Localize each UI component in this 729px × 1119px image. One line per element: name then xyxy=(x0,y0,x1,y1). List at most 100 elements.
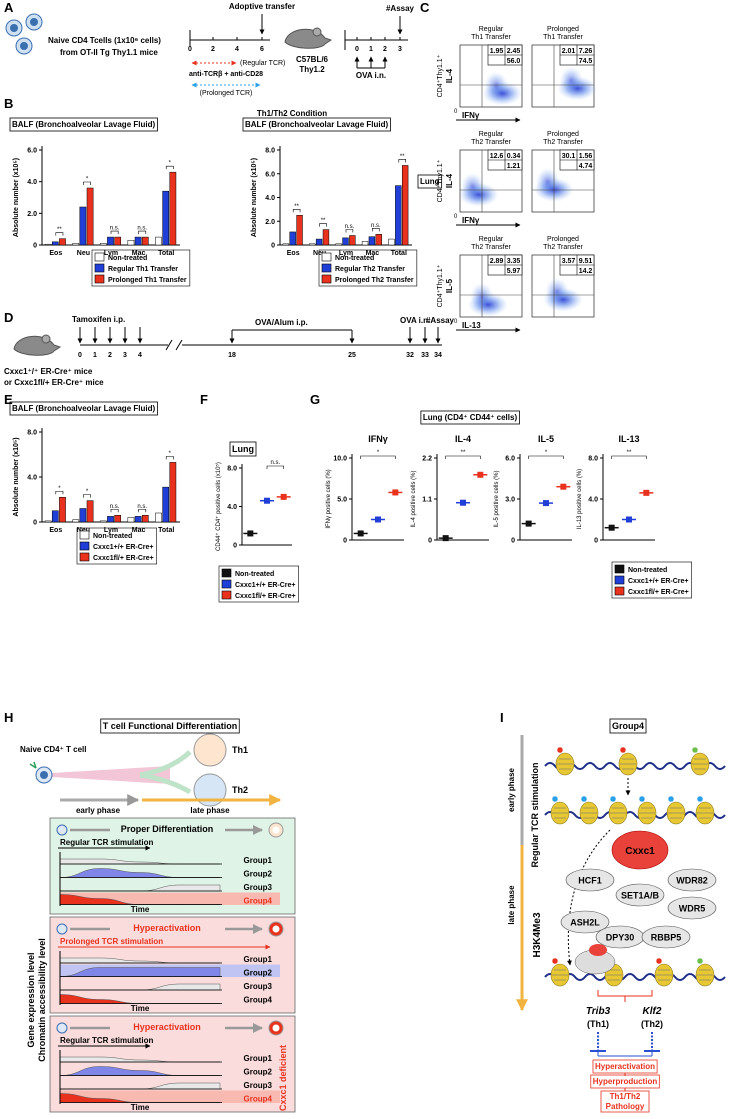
x-tick-label: Lym xyxy=(104,527,118,534)
day-label: 6 xyxy=(260,46,264,53)
y-tick-label: 10.0 xyxy=(333,456,347,463)
cell-cloud xyxy=(559,66,584,95)
legend-label: Non-treated xyxy=(628,567,667,574)
group-label: Group4 xyxy=(244,897,273,906)
bar xyxy=(51,510,59,523)
histone-mark xyxy=(691,746,699,754)
bar xyxy=(44,520,52,523)
significance-label: * xyxy=(58,486,61,492)
cell-icon xyxy=(272,826,280,834)
bar xyxy=(127,517,135,523)
x-axis-label: IFNγ xyxy=(462,216,480,225)
y-tick-label: 6.0 xyxy=(265,171,275,178)
mean-marker xyxy=(280,493,287,500)
mean-marker xyxy=(247,530,254,537)
complex-subunit xyxy=(667,868,717,892)
y-tick-label: 5.0 xyxy=(337,497,347,504)
day-label: 4 xyxy=(235,46,239,53)
significance-bracket xyxy=(55,490,64,495)
plot-header: Th2 Transfer xyxy=(471,244,511,251)
bar xyxy=(51,241,59,246)
legend-frame xyxy=(218,565,300,603)
text: Adoptive transfer xyxy=(229,2,295,11)
x-tick-label: Total xyxy=(391,250,407,257)
y-axis-label: IL-5 positive cells (%) xyxy=(494,470,500,527)
significance-label: ** xyxy=(294,204,299,210)
subplot-title: IL-13 xyxy=(618,434,639,444)
significance-label: * xyxy=(169,161,172,167)
panel-label: E xyxy=(4,392,13,407)
quadrant-value: 4.74 xyxy=(579,163,593,170)
naive-nucleus xyxy=(40,771,48,779)
significance-label: * xyxy=(86,489,89,495)
bar xyxy=(169,171,177,246)
legend-label: Cxxc1fl/+ ER-Cre+ xyxy=(93,555,154,562)
time-label: Time xyxy=(131,905,150,914)
bar xyxy=(72,519,80,523)
legend-swatch xyxy=(94,274,105,284)
plot-header: Th1 Transfer xyxy=(543,34,583,41)
bar xyxy=(99,243,107,246)
day-label: 2 xyxy=(211,46,215,53)
tcr xyxy=(29,761,37,769)
subplot-title: IFNγ xyxy=(368,434,388,444)
y-tick-label: 1.1 xyxy=(422,497,432,504)
outcome-label: Proper Differentiation xyxy=(121,824,214,834)
cell-cloud xyxy=(484,71,509,100)
significance-label: n.s. xyxy=(110,504,120,510)
frame xyxy=(9,117,158,132)
significance-label: n.s. xyxy=(137,504,147,510)
y-tick-label: 2.2 xyxy=(422,456,432,463)
cell-cloud xyxy=(545,277,569,306)
histone-mark xyxy=(655,957,663,965)
significance-label: n.s. xyxy=(270,460,280,466)
text: early phase xyxy=(76,806,121,815)
cell-icon xyxy=(56,824,68,836)
significance-label: ** xyxy=(321,218,326,224)
significance-bracket xyxy=(319,223,327,227)
mark-label: H3K4Me3 xyxy=(532,912,543,957)
bar xyxy=(79,206,87,246)
stimulation-label: Regular TCR stimulation xyxy=(530,762,540,867)
x-tick-label: Eos xyxy=(287,250,300,257)
bar xyxy=(59,238,66,246)
quadrant-value: 56.0 xyxy=(507,58,521,65)
bar xyxy=(155,236,162,246)
legend-swatch xyxy=(614,586,625,596)
subunit-label: DPY30 xyxy=(606,933,635,943)
mean-marker xyxy=(392,489,399,496)
y-tick-label: 8.0 xyxy=(227,466,237,473)
mean-marker xyxy=(643,489,650,496)
side-label: Chromatin accessibility level xyxy=(37,938,47,1062)
legend-label: Non-treated xyxy=(108,255,147,262)
y-tick-label: 4.0 xyxy=(265,195,275,202)
day-label: 0 xyxy=(188,46,192,53)
text: (Prolonged TCR) xyxy=(200,90,253,97)
outcome-label: Th1/Th2 xyxy=(610,1092,641,1101)
label-bg xyxy=(110,922,225,932)
bar xyxy=(155,512,162,523)
axis-origin: 0 xyxy=(454,214,458,220)
significance-label: * xyxy=(377,450,380,456)
histone-mark xyxy=(580,795,588,803)
y-tick-label: 4.0 xyxy=(27,475,37,482)
complex-subunit xyxy=(615,883,665,907)
chart-title: Lung (CD4⁺ CD44⁺ cells) xyxy=(423,413,518,422)
significance-bracket xyxy=(266,465,284,469)
mean-marker xyxy=(543,500,549,507)
significance-label: * xyxy=(86,177,89,183)
legend-label: Regular Th1 Transfer xyxy=(108,266,178,273)
mean-marker xyxy=(442,535,449,542)
frame xyxy=(100,718,240,734)
day-label: 32 xyxy=(406,352,414,359)
legend-swatch xyxy=(221,568,232,578)
y-tick-label: 0 xyxy=(511,538,515,545)
frame xyxy=(609,718,647,734)
histone-mark xyxy=(638,795,646,803)
quadrant-value: 14.2 xyxy=(579,268,593,275)
mean-marker xyxy=(357,530,364,537)
y-tick-label: 0 xyxy=(428,538,432,545)
panel-label: D xyxy=(4,310,13,325)
y-axis-label: Absolute number (x10⁵) xyxy=(251,158,258,237)
